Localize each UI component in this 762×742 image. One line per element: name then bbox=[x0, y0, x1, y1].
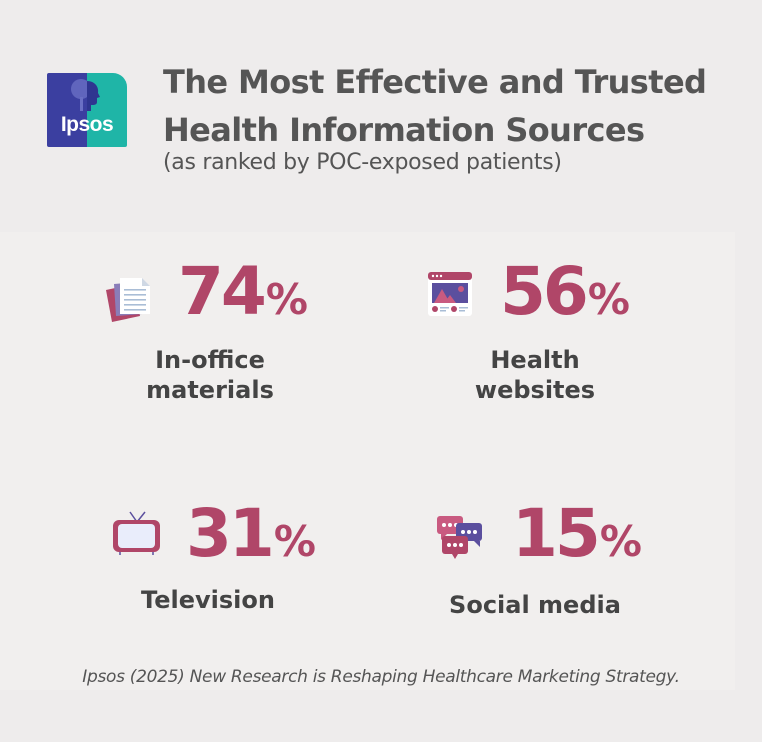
ipsos-logo: Ipsos bbox=[47, 73, 127, 147]
stat-value: 15% bbox=[512, 495, 642, 572]
page-subtitle: (as ranked by POC-exposed patients) bbox=[163, 150, 562, 175]
stat-label: Television bbox=[141, 586, 275, 614]
stat-value: 56% bbox=[500, 253, 630, 330]
stat-label: Health websites bbox=[474, 346, 596, 404]
stat-value: 74% bbox=[178, 253, 308, 330]
stat-label: In-office materials bbox=[146, 346, 274, 404]
title-line-2: Health Information Sources bbox=[163, 111, 645, 149]
source-citation: Ipsos (2025) New Research is Reshaping H… bbox=[82, 667, 680, 687]
stat-value: 31% bbox=[186, 495, 316, 572]
head-silhouette-icon bbox=[71, 79, 100, 111]
stat-label: Social media bbox=[449, 591, 621, 619]
documents-icon bbox=[106, 278, 150, 322]
chat-bubbles-icon bbox=[437, 516, 482, 559]
page-title: The Most Effective and Trusted Health In… bbox=[163, 58, 743, 154]
title-line-1: The Most Effective and Trusted bbox=[163, 63, 707, 101]
website-icon bbox=[428, 272, 472, 316]
television-icon bbox=[113, 511, 160, 555]
logo-text: Ipsos bbox=[60, 113, 114, 136]
